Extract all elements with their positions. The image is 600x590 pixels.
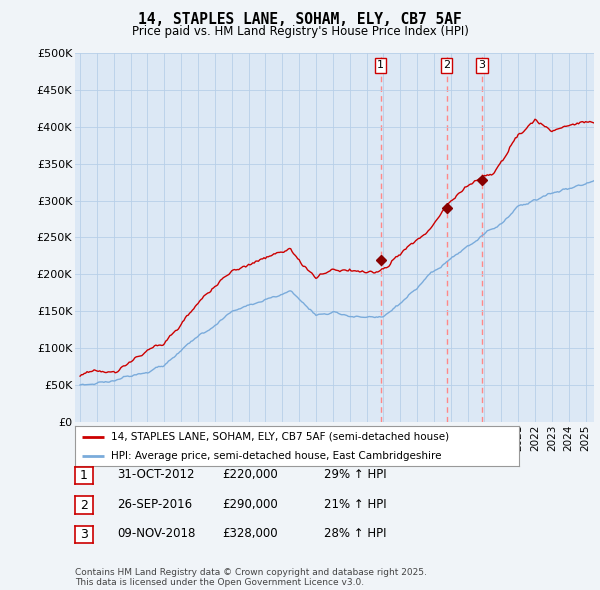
Text: 28% ↑ HPI: 28% ↑ HPI <box>324 527 386 540</box>
Text: 1: 1 <box>80 469 88 482</box>
Text: Contains HM Land Registry data © Crown copyright and database right 2025.
This d: Contains HM Land Registry data © Crown c… <box>75 568 427 587</box>
Text: HPI: Average price, semi-detached house, East Cambridgeshire: HPI: Average price, semi-detached house,… <box>110 451 441 461</box>
Text: 09-NOV-2018: 09-NOV-2018 <box>117 527 196 540</box>
Text: £328,000: £328,000 <box>222 527 278 540</box>
Text: 31-OCT-2012: 31-OCT-2012 <box>117 468 194 481</box>
Text: 3: 3 <box>80 528 88 541</box>
Text: 2: 2 <box>80 499 88 512</box>
Text: Price paid vs. HM Land Registry's House Price Index (HPI): Price paid vs. HM Land Registry's House … <box>131 25 469 38</box>
Text: 29% ↑ HPI: 29% ↑ HPI <box>324 468 386 481</box>
Text: 14, STAPLES LANE, SOHAM, ELY, CB7 5AF (semi-detached house): 14, STAPLES LANE, SOHAM, ELY, CB7 5AF (s… <box>110 432 449 442</box>
Text: 2: 2 <box>443 61 450 70</box>
Text: 1: 1 <box>377 61 384 70</box>
Text: £220,000: £220,000 <box>222 468 278 481</box>
Text: 26-SEP-2016: 26-SEP-2016 <box>117 498 192 511</box>
Text: 14, STAPLES LANE, SOHAM, ELY, CB7 5AF: 14, STAPLES LANE, SOHAM, ELY, CB7 5AF <box>138 12 462 27</box>
Text: £290,000: £290,000 <box>222 498 278 511</box>
Text: 21% ↑ HPI: 21% ↑ HPI <box>324 498 386 511</box>
Text: 3: 3 <box>479 61 485 70</box>
